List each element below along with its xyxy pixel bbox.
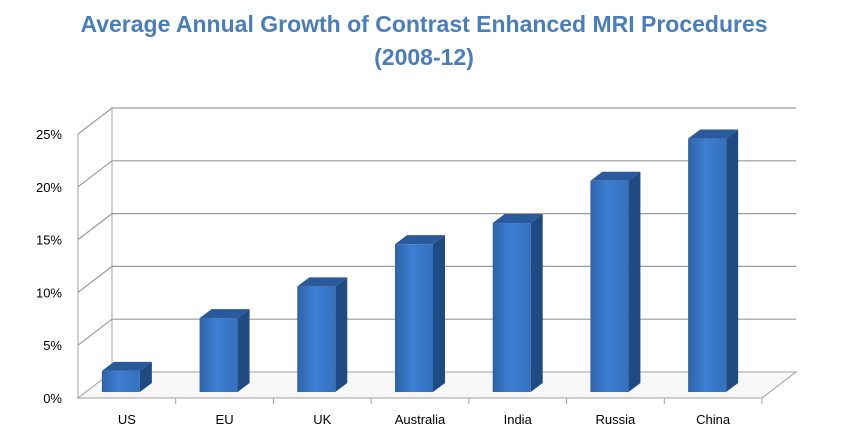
- x-tick-label: Russia: [596, 412, 637, 427]
- bar-front: [590, 180, 629, 392]
- x-tick-label: India: [504, 412, 533, 427]
- x-tick-label: China: [696, 412, 731, 427]
- bar-side: [726, 129, 739, 392]
- bar-layer: [101, 129, 739, 392]
- x-tick-label: UK: [313, 412, 331, 427]
- x-tick-label: US: [118, 412, 136, 427]
- bar-top: [590, 171, 641, 181]
- bar-top: [688, 129, 739, 139]
- bar-side: [237, 309, 250, 392]
- bar-side: [433, 235, 445, 392]
- label-layer: 0% 5% 10% 15% 20% 25% US EU UK Australia India Russ…: [36, 127, 731, 427]
- bar-india: [492, 214, 543, 392]
- bar-side: [628, 171, 641, 392]
- bar-top: [395, 235, 445, 245]
- bar-front: [492, 223, 531, 392]
- bar-front: [297, 286, 336, 392]
- y-tick-label: 0%: [43, 391, 62, 406]
- axis-layer: [77, 134, 763, 404]
- chart-title: Average Annual Growth of Contrast Enhanc…: [0, 8, 848, 74]
- y-tick-label: 5%: [43, 338, 62, 353]
- bar-side: [530, 214, 543, 392]
- chart-title-line2: (2008-12): [374, 44, 474, 70]
- bar-front: [101, 370, 140, 392]
- bar-top: [297, 277, 348, 287]
- gridline: [77, 160, 796, 188]
- bar-side: [139, 361, 152, 392]
- bar-us: [101, 361, 152, 392]
- bar-uk: [297, 277, 348, 392]
- bar-eu: [199, 309, 250, 392]
- bar-front: [688, 138, 727, 392]
- bar-front: [199, 318, 238, 392]
- y-tick-label: 25%: [36, 127, 62, 142]
- bar-side: [335, 277, 348, 392]
- gridline: [77, 213, 796, 241]
- bar-top: [101, 361, 152, 371]
- bar-top: [199, 309, 250, 319]
- bar-china: [688, 129, 739, 392]
- gridline: [77, 318, 796, 346]
- bar-russia: [590, 171, 641, 392]
- y-tick-label: 20%: [36, 180, 62, 195]
- chart-title-line1: Average Annual Growth of Contrast Enhanc…: [80, 11, 768, 37]
- bar-front: [395, 244, 433, 392]
- y-tick-label: 15%: [36, 233, 62, 248]
- y-tick-label: 10%: [36, 285, 62, 300]
- x-tick-label: EU: [216, 412, 234, 427]
- bar-australia: [395, 235, 445, 392]
- gridline: [77, 107, 796, 135]
- x-tick-label: Australia: [395, 412, 446, 427]
- bar-top: [492, 214, 543, 224]
- gridline: [77, 265, 796, 293]
